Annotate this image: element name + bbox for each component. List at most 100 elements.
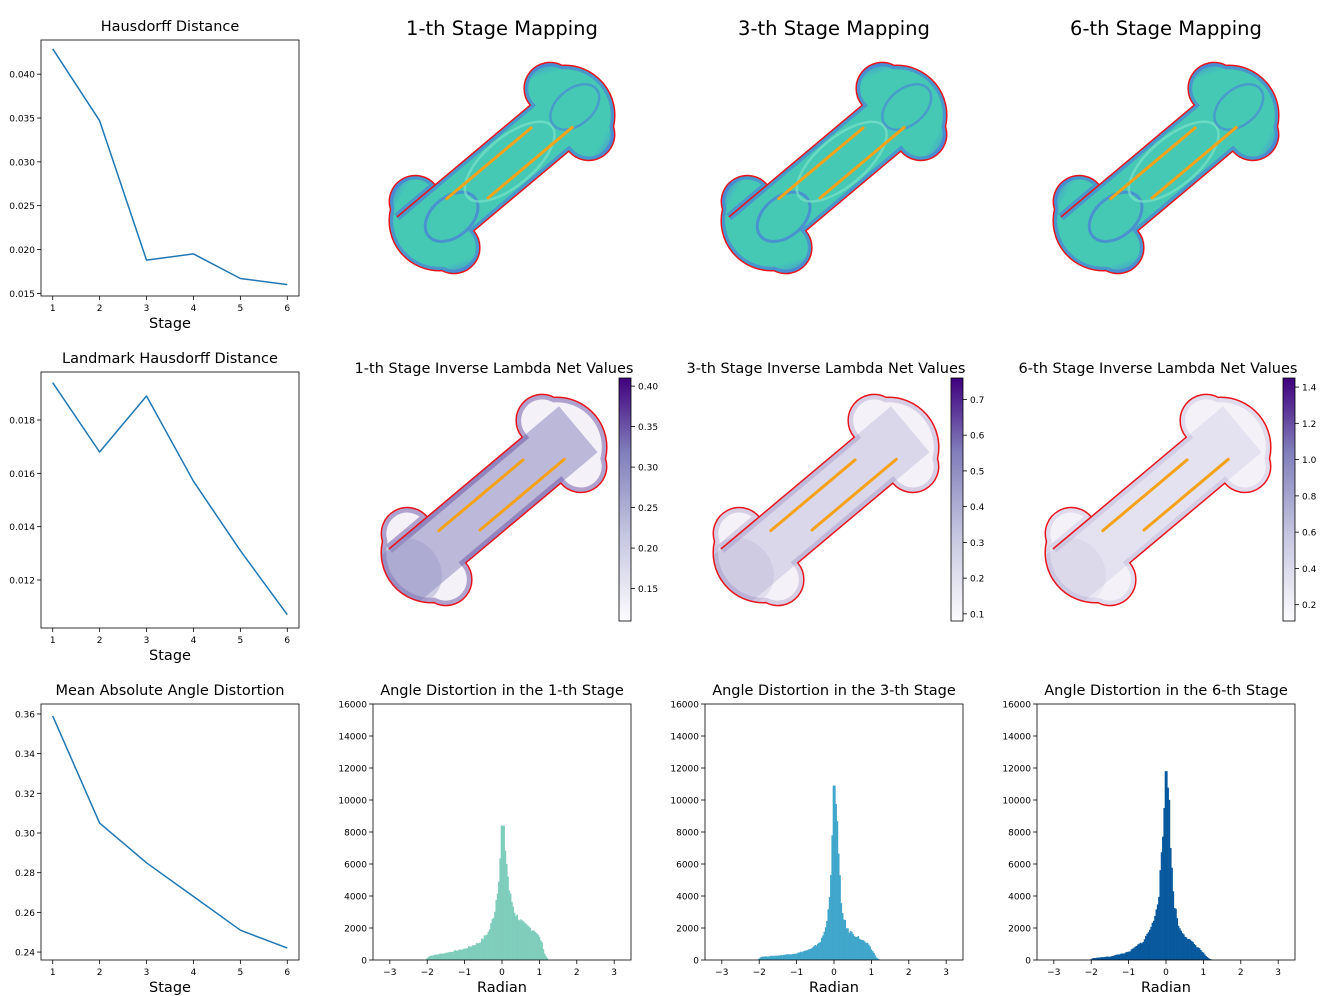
y-tick-label: 0.26	[15, 909, 35, 919]
histogram-bar	[830, 875, 832, 960]
histogram-bar	[866, 942, 869, 960]
histogram-bar	[790, 954, 793, 960]
histogram-bar	[512, 906, 515, 960]
histogram-bar	[777, 955, 780, 960]
mesh-feature	[755, 190, 812, 243]
histogram-bar	[1143, 939, 1146, 960]
x-tick-label: −2	[1085, 968, 1098, 978]
axes-frame	[40, 371, 300, 629]
colorbar-tick-label: 1.4	[1302, 384, 1317, 394]
shape-outline	[388, 61, 616, 275]
y-tick-label: 0	[693, 957, 699, 967]
histogram-bar	[482, 939, 484, 960]
x-tick-label: −2	[421, 968, 434, 978]
mapping-panel-2: 3-th Stage Mapping	[717, 17, 951, 278]
histogram-bar	[1094, 958, 1096, 960]
colorbar-tick-label: 0.1	[970, 610, 984, 620]
histogram-bar	[758, 958, 760, 960]
x-tick-label: 3	[611, 968, 617, 978]
x-tick-label: −3	[1047, 968, 1060, 978]
histogram-bar	[823, 931, 826, 960]
y-tick-label: 0.24	[15, 949, 35, 959]
y-tick-label: 0.016	[9, 470, 35, 480]
x-tick-label: 5	[237, 968, 243, 978]
histogram-bar	[1117, 954, 1120, 960]
landmark-line	[1150, 125, 1238, 200]
colorbar-tick-label: 0.3	[970, 539, 984, 549]
histogram-bar	[1176, 918, 1179, 960]
y-tick-label: 0.32	[15, 790, 35, 800]
chart-title: Hausdorff Distance	[101, 19, 240, 35]
histogram-bar	[1137, 944, 1139, 960]
histogram-bar	[1108, 956, 1111, 960]
x-tick-label: 3	[1275, 968, 1281, 978]
histogram-bar	[860, 939, 862, 960]
x-tick-label: 1	[50, 636, 56, 646]
histogram-bar	[533, 930, 536, 960]
chart-title: Angle Distortion in the 6-th Stage	[1044, 683, 1288, 699]
histogram-bar	[471, 945, 474, 960]
x-tick-label: 6	[284, 968, 290, 978]
lambda-shape	[1023, 389, 1276, 620]
x-tick-label: 1	[50, 968, 56, 978]
histogram-bar	[806, 950, 809, 960]
histogram-bar	[1104, 956, 1107, 960]
histogram-bar	[1167, 787, 1169, 960]
histogram-bar	[469, 946, 471, 960]
histogram-bar	[1141, 943, 1143, 960]
histogram-bar	[500, 825, 503, 960]
mesh-fill	[721, 62, 947, 274]
histogram-bar	[435, 954, 437, 960]
histogram-bar	[802, 951, 805, 960]
line-chart-3: 1 2 3 4 5 6 0.24 0.26 0.28 0.30 0.32 0.34 0.36 Mean A…	[15, 683, 300, 996]
histogram-bar	[529, 927, 532, 960]
histogram-bar	[509, 893, 512, 960]
histogram-bar	[461, 949, 464, 960]
y-tick-label: 8000	[676, 829, 699, 839]
mapping-panel-3: 6-th Stage Mapping	[1049, 17, 1283, 278]
mesh-shape	[1049, 58, 1283, 278]
mapping-title: 6-th Stage Mapping	[1070, 17, 1262, 40]
shape-outline	[720, 61, 948, 275]
histogram-bar	[775, 955, 777, 960]
lambda-shape	[359, 389, 612, 620]
y-tick-label: 4000	[344, 893, 367, 903]
histogram-bar	[1150, 926, 1152, 960]
histogram-bar	[1116, 954, 1118, 960]
x-axis-label: Stage	[149, 316, 191, 332]
histogram-bar	[1205, 955, 1207, 960]
histogram-bar	[824, 927, 827, 960]
y-tick-label: 12000	[1002, 765, 1031, 775]
histogram-bar	[1105, 956, 1108, 960]
x-tick-label: 1	[50, 304, 56, 314]
histogram-bar	[1175, 908, 1177, 960]
histogram-bar	[534, 932, 537, 960]
histogram-bar	[484, 935, 487, 960]
colorbar-tick-label: 1.2	[1302, 420, 1316, 430]
y-tick-label: 0.040	[9, 71, 35, 81]
histogram-bar	[873, 953, 875, 960]
series-line	[52, 48, 288, 286]
x-tick-label: 6	[284, 304, 290, 314]
histogram-bar	[1164, 771, 1167, 960]
histogram-bar	[1107, 956, 1109, 960]
histogram-bar	[1183, 934, 1185, 960]
histogram-bar	[473, 945, 475, 960]
histogram-bar	[441, 953, 444, 960]
histogram-bar	[1130, 949, 1133, 960]
histogram-bar	[834, 785, 836, 960]
histogram-bar	[1122, 953, 1125, 960]
histogram-bar	[436, 954, 439, 960]
mesh-feature	[1127, 120, 1220, 203]
x-tick-label: 3	[144, 636, 150, 646]
y-tick-label: 8000	[1008, 829, 1031, 839]
histogram-bar	[877, 958, 879, 960]
mapping-panels: 1-th Stage Mapping 3-th Stage Mapping 6-th…	[385, 17, 1283, 278]
histogram-bar	[483, 935, 486, 960]
histogram-bar	[488, 929, 491, 960]
histogram-bar	[1092, 957, 1095, 960]
y-tick-label: 14000	[338, 733, 367, 743]
histogram-bar	[871, 951, 874, 960]
colorbar-tick-label: 0.4	[970, 503, 985, 513]
